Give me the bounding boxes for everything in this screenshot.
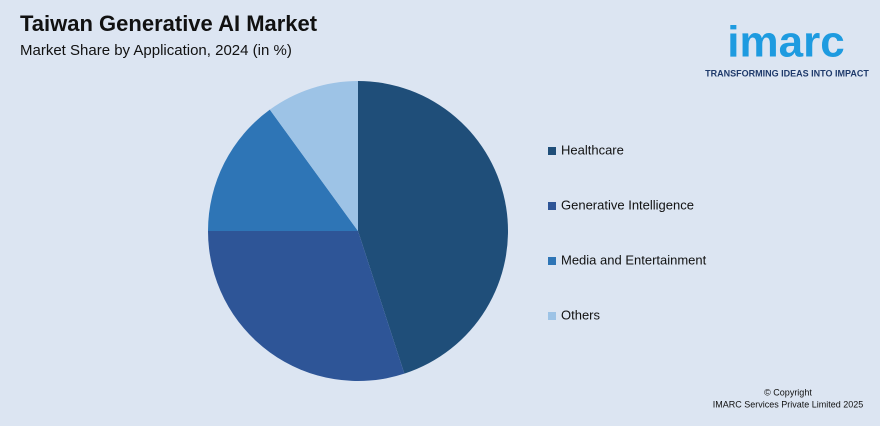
legend-label: Generative Intelligence (561, 197, 694, 212)
legend-label: Media and Entertainment (561, 252, 707, 267)
logo-tagline: TRANSFORMING IDEAS INTO IMPACT (705, 68, 869, 78)
legend-swatch (548, 312, 556, 320)
pie-slice (358, 81, 509, 374)
legend-swatch (548, 147, 556, 155)
legend-label: Healthcare (561, 142, 624, 157)
chart-title: Taiwan Generative AI Market (20, 11, 318, 36)
pie-slice (208, 109, 358, 231)
legend-swatch (548, 257, 556, 265)
copyright: © Copyright (764, 387, 812, 397)
logo: imarc (727, 18, 844, 67)
legend-swatch (548, 202, 556, 210)
pie-slice (269, 81, 358, 231)
pie-slice (208, 231, 405, 382)
chart-subtitle: Market Share by Application, 2024 (in %) (20, 42, 292, 59)
legend-label: Others (561, 307, 601, 322)
copyright-owner: IMARC Services Private Limited 2025 (713, 399, 864, 409)
